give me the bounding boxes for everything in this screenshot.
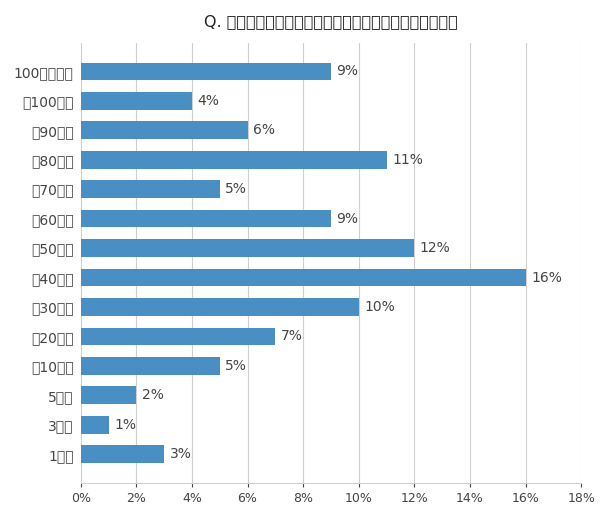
Bar: [81, 416, 108, 433]
Text: 9%: 9%: [337, 212, 359, 226]
Text: 6%: 6%: [253, 124, 275, 138]
Bar: [81, 239, 414, 257]
Bar: [81, 63, 331, 80]
Text: 5%: 5%: [225, 182, 247, 196]
Bar: [81, 92, 192, 110]
Text: 10%: 10%: [364, 300, 395, 314]
Text: 4%: 4%: [197, 94, 219, 108]
Text: 2%: 2%: [142, 388, 164, 402]
Text: 12%: 12%: [420, 241, 451, 255]
Text: 7%: 7%: [281, 330, 303, 344]
Text: 11%: 11%: [392, 153, 423, 167]
Title: Q. ブラック企業で働いていた時の月の平均残業時間は？: Q. ブラック企業で働いていた時の月の平均残業時間は？: [204, 14, 458, 29]
Text: 16%: 16%: [531, 270, 562, 284]
Text: 3%: 3%: [170, 447, 192, 461]
Bar: [81, 387, 136, 404]
Bar: [81, 151, 387, 169]
Bar: [81, 121, 247, 139]
Bar: [81, 210, 331, 227]
Text: 5%: 5%: [225, 359, 247, 373]
Bar: [81, 269, 526, 286]
Text: 9%: 9%: [337, 64, 359, 78]
Bar: [81, 357, 220, 375]
Bar: [81, 327, 275, 345]
Bar: [81, 181, 220, 198]
Bar: [81, 445, 164, 463]
Bar: [81, 298, 359, 316]
Text: 1%: 1%: [114, 418, 136, 432]
